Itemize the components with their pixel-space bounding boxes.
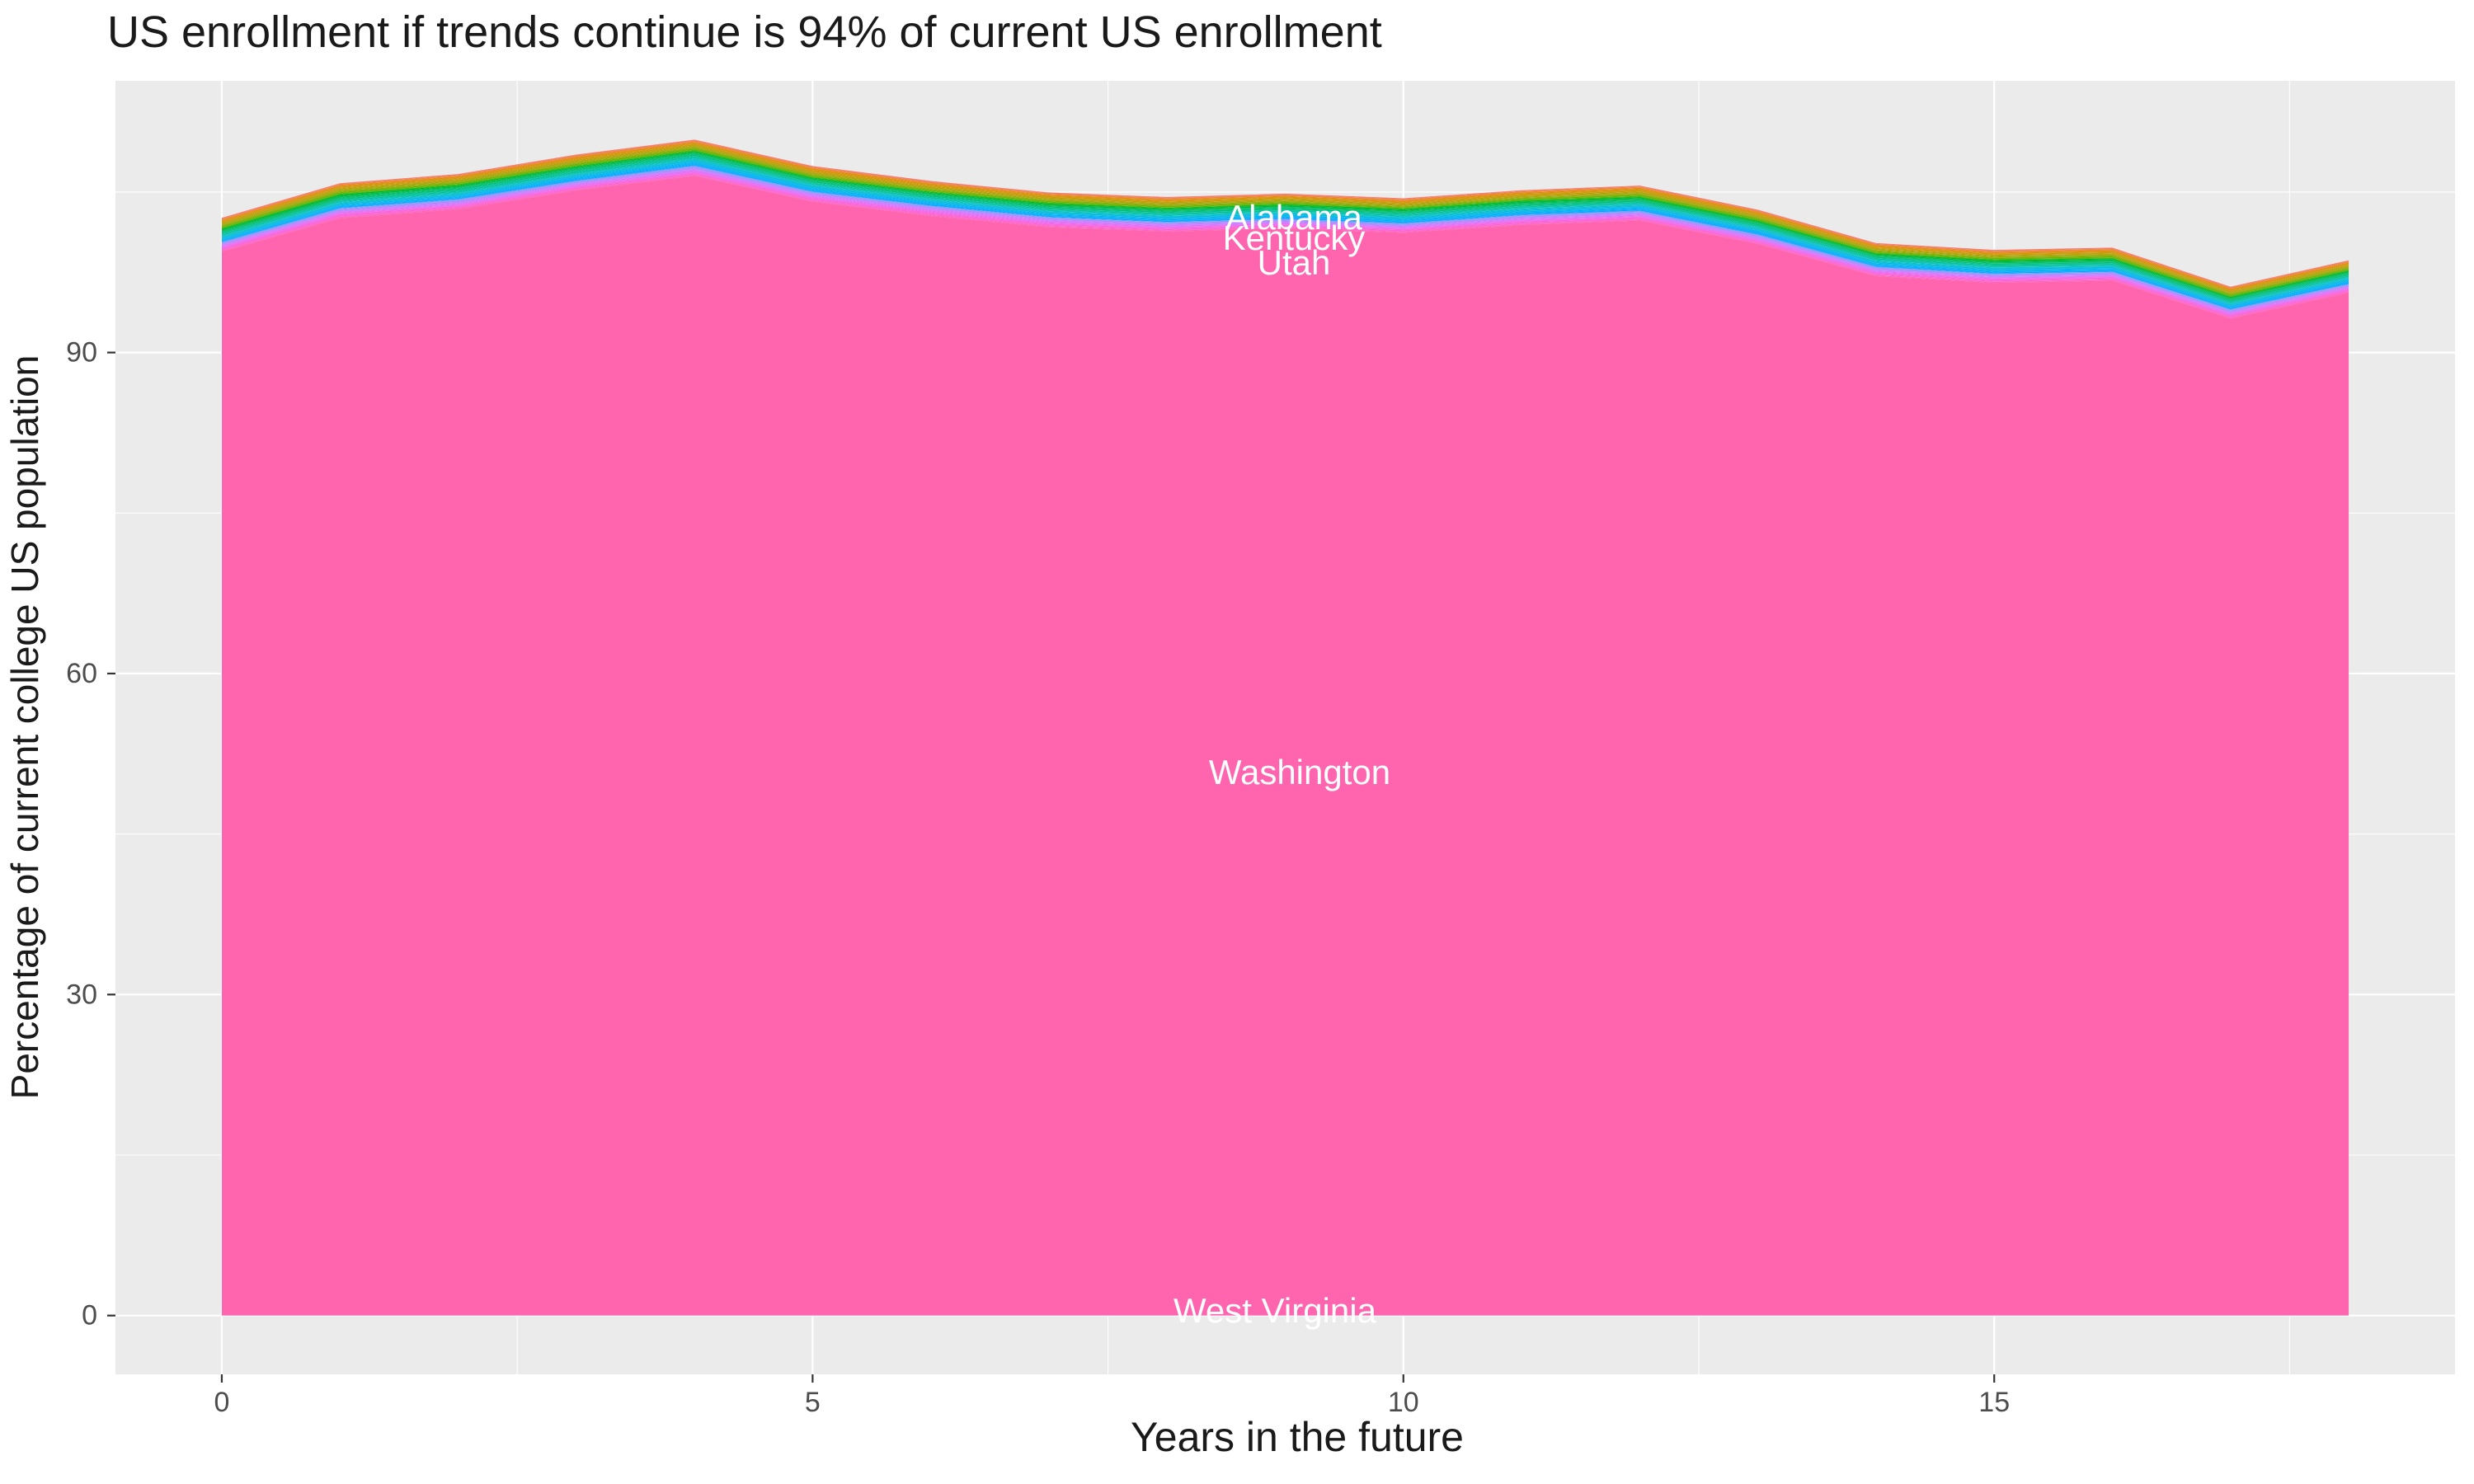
svg-text:5: 5 — [805, 1387, 821, 1418]
svg-text:Utah: Utah — [1258, 243, 1331, 282]
svg-text:10: 10 — [1388, 1387, 1419, 1418]
svg-text:0: 0 — [82, 1300, 97, 1331]
svg-text:30: 30 — [66, 979, 97, 1010]
svg-text:West Virginia: West Virginia — [1174, 1291, 1377, 1330]
svg-text:15: 15 — [1978, 1387, 2010, 1418]
svg-text:60: 60 — [66, 658, 97, 689]
svg-text:Washington: Washington — [1209, 753, 1390, 791]
svg-text:0: 0 — [214, 1387, 229, 1418]
svg-text:90: 90 — [66, 337, 97, 369]
